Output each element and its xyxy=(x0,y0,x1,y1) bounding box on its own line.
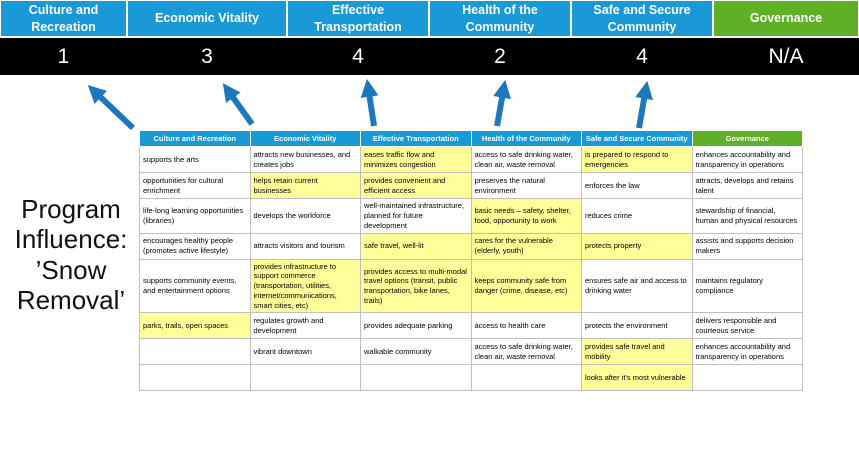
table-cell: enforces the law xyxy=(581,172,693,200)
influence-table-wrap: Culture and Recreation Economic Vitality E… xyxy=(139,129,803,392)
table-cell-highlighted: safe travel, well-lit xyxy=(360,232,472,260)
table-cell: provides adequate parking xyxy=(360,312,472,340)
table-cell-highlighted: eases traffic flow and minimizes congest… xyxy=(360,146,472,174)
table-cell: develops the workforce xyxy=(249,198,361,234)
table-row: looks after it's most vulnerable xyxy=(139,364,803,392)
table-cell: access to safe drinking water, clean air… xyxy=(470,338,582,366)
influence-arrow-1 xyxy=(87,85,136,131)
table-header-economic-vitality: Economic Vitality xyxy=(249,129,361,148)
title-line-3: ’Snow xyxy=(35,254,107,285)
header-economic-vitality: Economic Vitality xyxy=(128,1,286,36)
table-header-effective-transportation: Effective Transportation xyxy=(360,129,472,148)
table-row: opportunities for cultural enrichment hel… xyxy=(139,172,803,200)
table-cell: assists and supports decision makers xyxy=(691,232,803,260)
title-line-1: Program xyxy=(21,194,121,224)
table-cell: walkable community xyxy=(360,338,472,366)
header-governance: Governance xyxy=(714,1,858,36)
table-cell xyxy=(139,364,251,392)
table-cell: access to safe drinking water, clean air… xyxy=(470,146,582,174)
table-cell: reduces crime xyxy=(581,198,693,234)
table-cell: attracts, develops and retains talent xyxy=(691,172,803,200)
table-cell: encourages healthy people (promotes acti… xyxy=(139,232,251,260)
table-cell: life-long learning opportunities (librar… xyxy=(139,198,251,234)
table-cell-highlighted: provides access to multi-modal travel op… xyxy=(360,258,472,314)
influence-arrow-3 xyxy=(360,78,379,127)
table-cell-highlighted: provides infrastructure to support comme… xyxy=(249,258,361,314)
score-safe-and-secure-community: 4 xyxy=(636,44,648,68)
table-row: supports community events, and entertain… xyxy=(139,258,803,314)
table-cell: access to health care xyxy=(470,312,582,340)
table-cell xyxy=(360,364,472,392)
table-cell: enhances accountability and transparency… xyxy=(691,338,803,366)
table-row: supports the arts attracts new businesses… xyxy=(139,146,803,174)
table-cell: preserves the natural environment xyxy=(470,172,582,200)
table-cell: delivers responsible and courteous servi… xyxy=(691,312,803,340)
table-cell: attracts new businesses, and creates job… xyxy=(249,146,361,174)
table-cell: vibrant downtown xyxy=(249,338,361,366)
program-influence-title: Program Influence: ’Snow Removal’ xyxy=(0,194,142,316)
table-cell xyxy=(691,364,803,392)
table-header-culture-and-recreation: Culture and Recreation xyxy=(139,129,251,148)
table-cell-highlighted: provides convenient and efficient access xyxy=(360,172,472,200)
table-header-row: Culture and Recreation Economic Vitality E… xyxy=(139,129,803,148)
table-cell: protects the environment xyxy=(581,312,693,340)
table-cell: stewardship of financial, human and phys… xyxy=(691,198,803,234)
arrows-overlay xyxy=(87,78,654,131)
header-effective-transportation: Effective Transportation xyxy=(288,1,428,36)
table-cell-highlighted: parks, trails, open spaces xyxy=(139,312,251,340)
influence-arrow-2 xyxy=(222,83,255,126)
header-culture-and-recreation: Culture and Recreation xyxy=(1,1,126,36)
table-cell-highlighted: is prepared to respond to emergencies xyxy=(581,146,693,174)
table-cell: maintains regulatory compliance xyxy=(691,258,803,314)
table-cell: supports community events, and entertain… xyxy=(139,258,251,314)
table-cell: ensures safe air and access to drinking … xyxy=(581,258,693,314)
table-cell: opportunities for cultural enrichment xyxy=(139,172,251,200)
table-row: parks, trails, open spaces regulates grow… xyxy=(139,312,803,340)
header-safe-and-secure-community: Safe and Secure Community xyxy=(572,1,712,36)
influence-arrow-5 xyxy=(635,80,654,129)
table-cell: supports the arts xyxy=(139,146,251,174)
header-health-of-the-community: Health of the Community xyxy=(430,1,570,36)
table-cell: attracts visitors and tourism xyxy=(249,232,361,260)
score-culture-and-recreation: 1 xyxy=(57,44,70,68)
score-health-of-the-community: 2 xyxy=(494,44,506,68)
table-cell xyxy=(249,364,361,392)
table-cell-highlighted: looks after it's most vulnerable xyxy=(581,364,693,392)
table-cell: enhances accountability and transparency… xyxy=(691,146,803,174)
score-economic-vitality: 3 xyxy=(201,44,213,68)
title-line-2: Influence: xyxy=(14,224,128,255)
table-cell xyxy=(470,364,582,392)
table-cell: regulates growth and development xyxy=(249,312,361,340)
influence-table: Culture and Recreation Economic Vitality E… xyxy=(139,129,803,392)
table-cell-highlighted: cares for the vulnerable (elderly, youth… xyxy=(470,232,582,260)
table-row: vibrant downtown walkable community access… xyxy=(139,338,803,366)
table-header-governance: Governance xyxy=(691,129,803,148)
influence-arrow-4 xyxy=(493,79,511,127)
score-strip xyxy=(0,38,859,75)
score-effective-transportation: 4 xyxy=(352,44,364,68)
table-cell-highlighted: provides safe travel and mobility xyxy=(581,338,693,366)
table-cell: well-maintained infrastructure, planned … xyxy=(360,198,472,234)
table-cell-highlighted: helps retain current businesses xyxy=(249,172,361,200)
table-cell-highlighted: basic needs – safety, shelter, food, opp… xyxy=(470,198,582,234)
table-header-safe-and-secure-community: Safe and Secure Community xyxy=(581,129,693,148)
table-cell xyxy=(139,338,251,366)
table-cell-highlighted: keeps community safe from danger (crime,… xyxy=(470,258,582,314)
table-header-health-of-the-community: Health of the Community xyxy=(470,129,582,148)
table-row: life-long learning opportunities (librar… xyxy=(139,198,803,234)
table-row: encourages healthy people (promotes acti… xyxy=(139,232,803,260)
title-line-4: Removal’ xyxy=(16,285,126,316)
table-cell-highlighted: protects property xyxy=(581,232,693,260)
score-governance: N/A xyxy=(768,44,804,68)
